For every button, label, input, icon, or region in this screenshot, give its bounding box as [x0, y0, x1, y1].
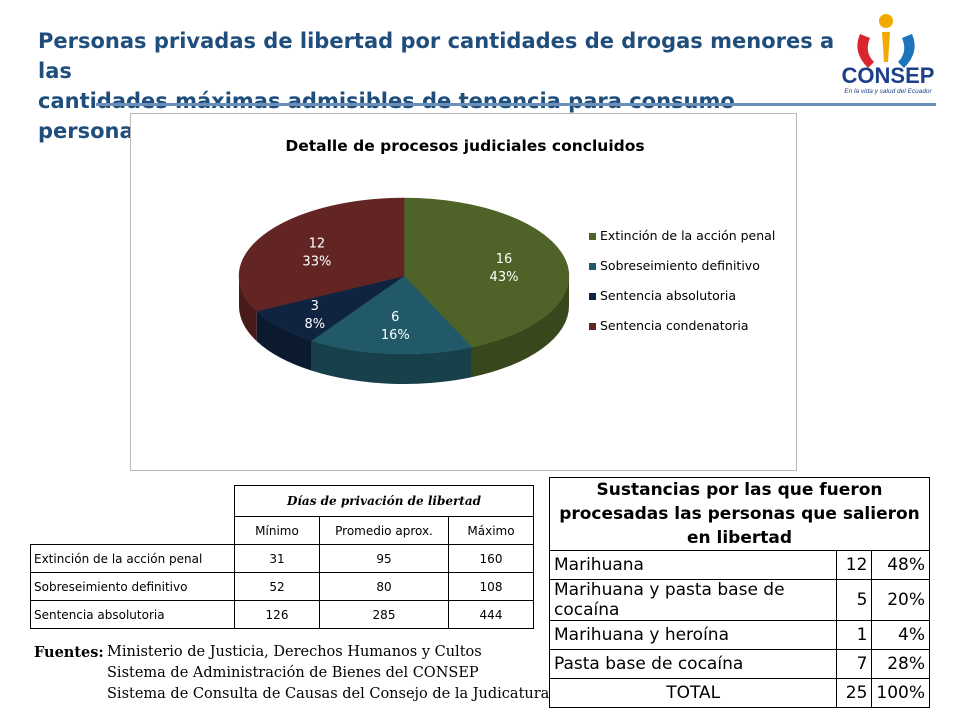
substance-name: Marihuana [548, 550, 838, 580]
chart-legend: Extinción de la acción penal Sobreseimien… [589, 228, 775, 333]
slice-percent-label: 33% [302, 255, 331, 270]
cell-avg: 285 [319, 600, 449, 629]
row-label: Sobreseimiento definitivo [30, 572, 235, 601]
substance-percent: 20% [871, 579, 930, 621]
cell-max: 160 [448, 544, 534, 573]
total-label: TOTAL [548, 678, 838, 708]
pie-chart-frame: Detalle de procesos judiciales concluido… [130, 113, 797, 471]
table-row: Marihuana y pasta base de cocaína 5 20% [548, 579, 930, 621]
logo-figure-head [879, 14, 893, 28]
source-line: Sistema de Administración de Bienes del … [107, 665, 479, 681]
cell-max: 444 [448, 600, 534, 629]
source-line: Sistema de Consulta de Causas del Consej… [107, 686, 550, 702]
row-label: Sentencia absolutoria [30, 600, 235, 629]
logo-text: CONSEP [842, 63, 935, 88]
column-header-min: Mínimo [234, 516, 320, 545]
page-title: Personas privadas de libertad por cantid… [38, 26, 838, 146]
table-row: Marihuana 12 48% [548, 550, 930, 580]
title-line-1: Personas privadas de libertad por cantid… [38, 29, 835, 83]
legend-swatch [589, 293, 596, 300]
legend-swatch [589, 323, 596, 330]
sources-label: Fuentes: [34, 644, 104, 661]
cell-avg: 80 [319, 572, 449, 601]
column-header-avg: Promedio aprox. [319, 516, 449, 545]
pie-slices [238, 197, 570, 384]
table-row: Marihuana y heroína 1 4% [548, 620, 930, 650]
pie-slice [403, 197, 570, 348]
pie-slice-side [311, 340, 472, 384]
title-divider [96, 103, 936, 106]
pie-slice-side [471, 276, 569, 378]
legend-label: Sobreseimiento definitivo [600, 258, 760, 273]
chart-title: Detalle de procesos judiciales concluido… [285, 137, 644, 155]
logo-figure-left [857, 34, 874, 68]
days-table-header: Días de privación de libertad [234, 485, 534, 517]
legend-label: Sentencia absolutoria [600, 288, 736, 303]
substance-name: Marihuana y heroína [548, 620, 838, 650]
consep-logo: CONSEP En la vida y salud del Ecuador [842, 14, 935, 95]
source-line: Ministerio de Justicia, Derechos Humanos… [107, 644, 482, 660]
logo-figure-right [898, 34, 915, 68]
substance-count: 5 [836, 579, 873, 621]
days-table-corner [31, 486, 235, 517]
legend-swatch [589, 233, 596, 240]
substance-percent: 4% [871, 620, 930, 650]
slice-percent-label: 43% [490, 270, 519, 285]
substance-count: 1 [836, 620, 873, 650]
cell-min: 126 [234, 600, 320, 629]
title-line-2: cantidades máximas admisibles de tenenci… [38, 89, 735, 143]
table-total-row: TOTAL 25 100% [548, 678, 930, 708]
substance-name: Marihuana y pasta base de cocaína [548, 579, 838, 621]
slice-percent-label: 8% [305, 317, 326, 332]
pie-chart: Detalle de procesos judiciales concluido… [238, 137, 775, 384]
table-row: Pasta base de cocaína 7 28% [548, 649, 930, 679]
total-count: 25 [836, 678, 873, 708]
table-row: Sentencia absolutoria 126 285 444 [30, 600, 534, 629]
slice-value-label: 12 [309, 237, 326, 252]
days-table-corner-2 [31, 517, 235, 545]
table-row: Extinción de la acción penal 31 95 160 [30, 544, 534, 573]
substance-name: Pasta base de cocaína [548, 649, 838, 679]
legend-label: Sentencia condenatoria [600, 318, 749, 333]
substances-table: Sustancias por las que fueron procesadas… [548, 477, 930, 708]
total-percent: 100% [871, 678, 930, 708]
column-header-max: Máximo [448, 516, 534, 545]
slice-value-label: 6 [391, 310, 399, 325]
pie-slice-side [256, 311, 312, 371]
table-row: Sobreseimiento definitivo 52 80 108 [30, 572, 534, 601]
cell-max: 108 [448, 572, 534, 601]
slice-value-label: 3 [311, 299, 319, 314]
logo-figure-body [882, 32, 890, 62]
cell-min: 52 [234, 572, 320, 601]
days-table: Días de privación de libertad Mínimo Pro… [30, 485, 534, 629]
substance-percent: 48% [871, 550, 930, 580]
cell-min: 31 [234, 544, 320, 573]
cell-avg: 95 [319, 544, 449, 573]
substance-percent: 28% [871, 649, 930, 679]
pie-data-labels: 16 43% 6 16% 3 8% 12 33% [302, 237, 518, 344]
pie-slice [311, 275, 473, 355]
logo-tagline: En la vida y salud del Ecuador [844, 88, 932, 95]
substance-count: 7 [836, 649, 873, 679]
row-label: Extinción de la acción penal [30, 544, 235, 573]
legend-swatch [589, 263, 596, 270]
legend-label: Extinción de la acción penal [600, 228, 775, 243]
pie-slice [238, 197, 405, 312]
slice-value-label: 16 [496, 252, 513, 267]
substances-table-caption: Sustancias por las que fueron procesadas… [549, 477, 930, 551]
substance-count: 12 [836, 550, 873, 580]
slice-percent-label: 16% [381, 328, 410, 343]
pie-slice-side [239, 276, 257, 342]
